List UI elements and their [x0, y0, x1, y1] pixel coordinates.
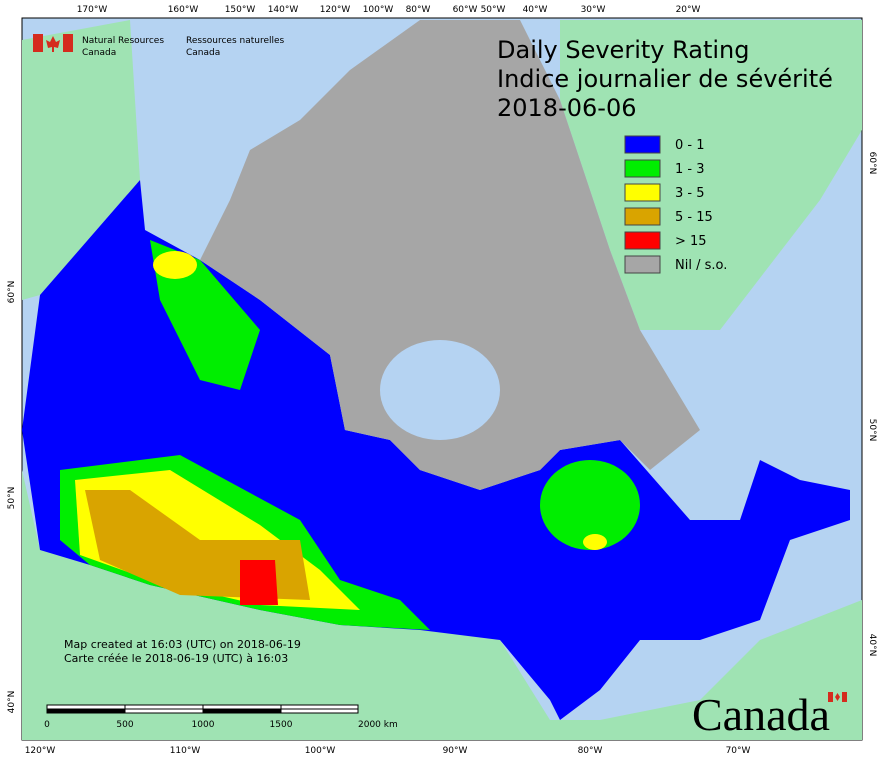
- us-land: [22, 470, 862, 740]
- lat-label: 40°N: [7, 691, 17, 714]
- zone-red: [240, 560, 278, 605]
- lat-label: 40°N: [867, 634, 877, 657]
- lon-label: 40°W: [523, 5, 548, 15]
- lon-label: 80°W: [578, 746, 603, 756]
- alaska: [22, 20, 140, 300]
- legend-label: 3 - 5: [675, 186, 705, 201]
- legend-swatch: [624, 135, 661, 154]
- department-name: Canada: [186, 48, 220, 58]
- lon-label: 120°W: [25, 746, 56, 756]
- scale-label: 500: [116, 720, 133, 730]
- legend-label: 1 - 3: [675, 162, 705, 177]
- department-name: Canada: [82, 48, 116, 58]
- lon-label: 20°W: [676, 5, 701, 15]
- scale-segment: [202, 704, 282, 710]
- scale-segment: [46, 704, 126, 710]
- lon-label: 140°W: [268, 5, 299, 15]
- legend-swatch: [624, 159, 661, 178]
- hudson-bay: [380, 340, 500, 440]
- flag: [33, 34, 73, 52]
- lon-label: 100°W: [363, 5, 394, 15]
- scale-label: 0: [44, 720, 50, 730]
- scale-segment: [124, 708, 204, 714]
- legend-label: 5 - 15: [675, 210, 713, 225]
- lon-label: 110°W: [170, 746, 201, 756]
- lat-label: 60°N: [7, 281, 17, 304]
- map-note: Map created at 16:03 (UTC) on 2018-06-19: [64, 638, 301, 651]
- legend-label: > 15: [675, 234, 707, 249]
- lon-label: 170°W: [77, 5, 108, 15]
- arctic-nil: [200, 20, 700, 490]
- lon-label: 50°W: [481, 5, 506, 15]
- lon-label: 150°W: [225, 5, 256, 15]
- wordmark-flag: [828, 692, 847, 702]
- title-line: Daily Severity Rating: [497, 36, 749, 64]
- lat-label: 60°N: [867, 152, 877, 175]
- title-line: Indice journalier de sévérité: [497, 65, 833, 93]
- wordmark: Canada: [692, 689, 830, 740]
- department-name: Ressources naturelles: [186, 36, 285, 46]
- zone-green-qc: [540, 460, 640, 550]
- scale-label: 1000: [192, 720, 215, 730]
- lon-label: 80°W: [406, 5, 431, 15]
- lon-label: 60°W: [453, 5, 478, 15]
- lat-label: 50°N: [7, 487, 17, 510]
- greenland: [560, 20, 862, 330]
- lon-label: 160°W: [168, 5, 199, 15]
- scale-segment: [124, 704, 204, 710]
- scale-label: 1500: [270, 720, 293, 730]
- zone-yellow-qc: [583, 534, 607, 550]
- lon-label: 70°W: [726, 746, 751, 756]
- legend-label: Nil / s.o.: [675, 258, 727, 273]
- scale-segment: [46, 708, 126, 714]
- legend-swatch: [624, 183, 661, 202]
- legend-swatch: [624, 207, 661, 226]
- scale-segment: [280, 704, 359, 710]
- legend-label: 0 - 1: [675, 138, 705, 153]
- lon-label: 30°W: [581, 5, 606, 15]
- map-note: Carte créée le 2018-06-19 (UTC) à 16:03: [64, 652, 288, 665]
- department-name: Natural Resources: [82, 36, 164, 46]
- scale-segment: [202, 708, 282, 714]
- lon-label: 100°W: [305, 746, 336, 756]
- scale-segment: [280, 708, 359, 714]
- lat-label: 50°N: [867, 419, 877, 442]
- title-line: 2018-06-06: [497, 94, 636, 122]
- lon-label: 90°W: [443, 746, 468, 756]
- lon-label: 120°W: [320, 5, 351, 15]
- zone-yellow-nw: [153, 251, 197, 279]
- legend-swatch: [624, 231, 661, 250]
- scale-label: 2000 km: [358, 720, 398, 730]
- legend-swatch: [624, 255, 661, 274]
